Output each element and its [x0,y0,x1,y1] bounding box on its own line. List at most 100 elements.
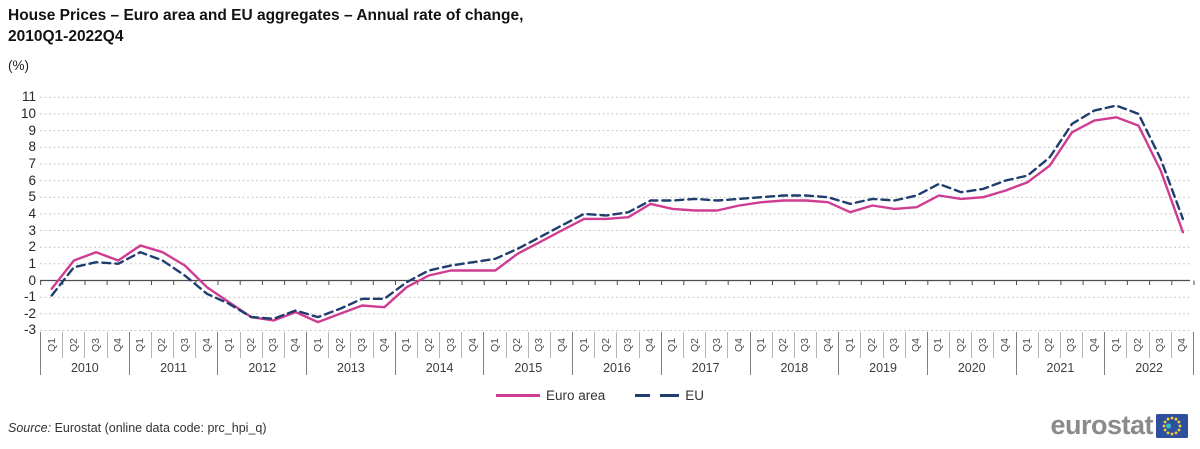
x-quarter-label: Q3 [976,337,989,353]
x-year-group: Q1 Q2 Q3 Q4 2010 [40,332,129,375]
x-quarter-label: Q4 [644,337,657,353]
x-quarter-label: Q4 [910,337,923,353]
x-quarter-label: Q1 [489,337,502,353]
x-year-label: 2013 [337,361,365,375]
x-year-label: 2022 [1135,361,1163,375]
x-axis-labels: Q1 Q2 Q3 Q4 2010 Q1 Q2 Q3 Q4 2011 Q1 Q2 Q3 Q4 2012 Q1 Q2… [40,332,1194,375]
x-year-label: 2019 [869,361,897,375]
x-quarter-label: Q4 [821,337,834,353]
x-quarter-label: Q1 [400,337,413,353]
y-tick-label: 6 [28,172,36,188]
y-tick-label: 9 [28,122,36,138]
x-quarter-label: Q1 [311,337,324,353]
eurostat-logo-text: eurostat [1050,410,1153,440]
x-quarter-label: Q4 [1087,337,1100,353]
x-year-label: 2020 [957,361,986,375]
chart-title-line1: House Prices – Euro area and EU aggregat… [8,7,524,24]
x-quarter-label: Q3 [533,337,546,353]
x-quarter-label: Q4 [200,337,213,353]
x-quarter-label: Q2 [688,337,701,353]
x-year-label: 2010 [70,361,99,375]
y-tick-label: 3 [28,222,36,238]
y-tick-label: 7 [28,155,36,171]
x-year-group: Q1 Q2 Q3 Q4 2019 [838,332,927,375]
x-year-label: 2011 [160,361,187,375]
source-text: Eurostat (online data code: prc_hpi_q) [51,421,267,435]
x-quarter-label: Q4 [732,337,745,353]
x-quarter-label: Q3 [1154,337,1167,353]
x-quarter-label: Q4 [998,337,1011,353]
y-tick-label: 11 [21,89,36,105]
x-quarter-label: Q3 [888,337,901,353]
x-year-group: Q1 Q2 Q3 Q4 2021 [1015,332,1105,375]
eu-flag-icon [1156,413,1188,438]
x-year-group: Q1 Q2 Q3 Q4 2014 [394,332,484,375]
x-quarter-label: Q2 [156,337,169,353]
x-quarter-label: Q2 [333,337,346,353]
y-tick-label: -3 [23,322,36,338]
x-year-label: 2015 [514,361,543,375]
chart-title: House Prices – Euro area and EU aggregat… [8,5,523,47]
x-quarter-label: Q3 [444,337,457,353]
y-tick-label: -1 [23,289,36,305]
x-year-group: Q1 Q2 Q3 Q4 2015 [483,332,572,375]
y-tick-label: 1 [28,255,36,271]
x-quarter-label: Q2 [1043,337,1056,353]
x-quarter-label: Q3 [799,337,812,353]
x-quarter-label: Q4 [289,337,302,353]
x-year-group: Q1 Q2 Q3 Q4 2018 [749,332,839,375]
x-quarter-label: Q1 [222,337,235,353]
y-tick-label: 2 [28,239,36,255]
source-note: Source: Eurostat (online data code: prc_… [8,421,267,435]
x-quarter-label: Q2 [511,337,524,353]
x-quarter-label: Q1 [1109,337,1122,353]
x-quarter-label: Q2 [777,337,790,353]
x-year-label: 2016 [603,361,631,375]
x-year-label: 2012 [248,361,277,375]
x-quarter-label: Q1 [577,337,590,353]
x-quarter-label: Q3 [178,337,191,353]
x-quarter-label: Q1 [1021,337,1034,353]
x-year-group: Q1 Q2 Q3 Q4 2016 [572,332,661,375]
x-quarter-label: Q3 [267,337,280,353]
x-quarter-label: Q2 [954,337,967,353]
x-quarter-label: Q2 [1132,337,1145,353]
y-tick-label: 8 [28,139,36,155]
x-quarter-label: Q3 [622,337,635,353]
x-quarter-label: Q3 [710,337,723,353]
x-quarter-label: Q1 [932,337,945,353]
x-quarter-label: Q2 [865,337,878,353]
y-tick-label: 10 [20,105,36,121]
x-quarter-label: Q1 [134,337,147,353]
x-quarter-label: Q3 [355,337,368,353]
source-prefix: Source: [8,421,52,435]
x-year-group: Q1 Q2 Q3 Q4 2017 [660,332,750,375]
legend-line-euro-area-icon [495,394,540,397]
x-year-label: 2017 [691,361,720,375]
legend-item-eu: EU [635,388,704,403]
x-quarter-label: Q4 [466,337,479,353]
y-tick-label: 4 [28,205,36,221]
x-quarter-label: Q4 [555,337,568,353]
x-year-label: 2014 [425,361,454,375]
x-year-group: Q1 Q2 Q3 Q4 2012 [217,332,306,375]
x-year-group: Q1 Q2 Q3 Q4 2011 [128,332,218,375]
x-quarter-label: Q2 [245,337,258,353]
x-quarter-label: Q4 [1176,337,1189,353]
legend: Euro area EU [0,388,1200,403]
y-tick-label: 5 [28,189,36,205]
x-quarter-label: Q1 [755,337,768,353]
x-quarter-label: Q2 [599,337,612,353]
x-quarter-label: Q1 [843,337,856,353]
x-quarter-label: Q4 [378,337,391,353]
x-year-group: Q1 Q2 Q3 Q4 2013 [306,332,395,375]
x-year-label: 2018 [780,361,809,375]
legend-label-euro-area: Euro area [545,388,606,403]
legend-line-eu-icon [635,394,680,397]
x-quarter-label: Q2 [67,337,80,353]
x-quarter-label: Q3 [1065,337,1078,353]
chart-title-line2: 2010Q1-2022Q4 [8,28,124,45]
plot-area [40,96,1195,331]
x-year-group: Q1 Q2 Q3 Q4 2020 [926,332,1016,375]
